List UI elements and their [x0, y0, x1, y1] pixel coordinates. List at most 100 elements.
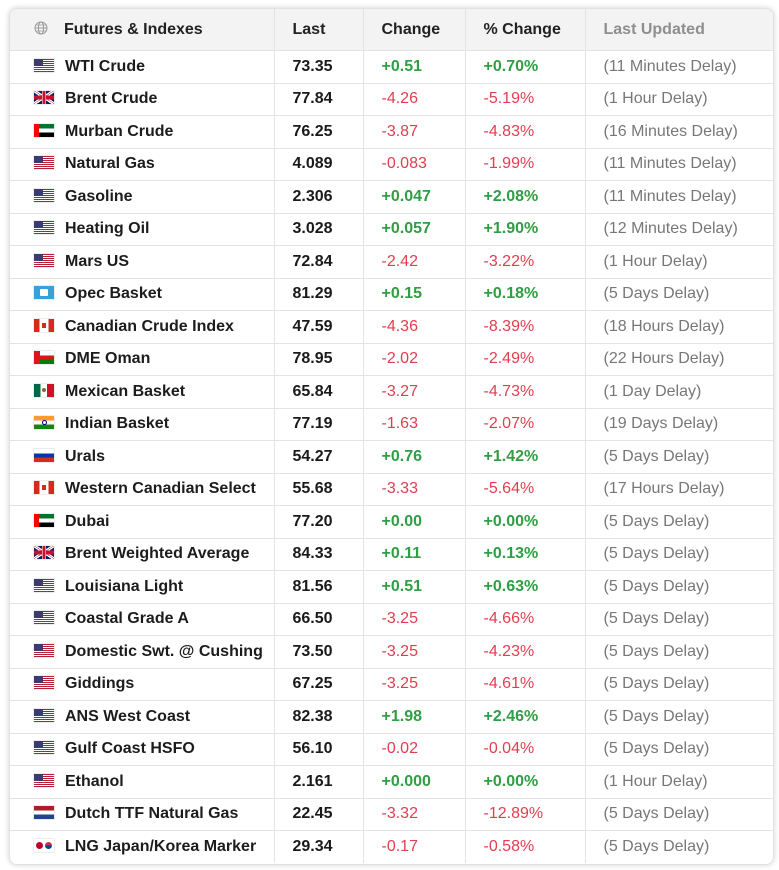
flag-us-icon — [34, 676, 54, 690]
instrument-name[interactable]: Mars US — [65, 252, 130, 270]
instrument-cell[interactable]: Heating Oil — [10, 212, 275, 246]
flag-nl-icon — [34, 806, 54, 820]
last-updated-value: (5 Days Delay) — [584, 570, 773, 604]
last-price: 77.20 — [273, 505, 364, 539]
instrument-name[interactable]: ANS West Coast — [65, 707, 191, 725]
header-last-updated[interactable]: Last Updated — [584, 9, 773, 51]
instrument-name[interactable]: Murban Crude — [65, 122, 174, 140]
change-value: +0.15 — [362, 277, 466, 311]
instrument-cell[interactable]: Giddings — [10, 667, 275, 701]
instrument-name[interactable]: Gasoline — [65, 187, 133, 205]
table-row: Gasoline 2.306 +0.047 +2.08% (11 Minutes Del… — [10, 180, 773, 214]
instrument-name[interactable]: WTI Crude — [65, 57, 145, 75]
last-price: 78.95 — [273, 342, 364, 376]
header-last[interactable]: Last — [273, 9, 364, 51]
last-price: 29.34 — [273, 830, 364, 863]
last-price: 72.84 — [273, 245, 364, 279]
instrument-cell[interactable]: Gasoline — [10, 180, 275, 214]
instrument-cell[interactable]: LNG Japan/Korea Marker — [10, 830, 275, 863]
instrument-name[interactable]: LNG Japan/Korea Marker — [65, 837, 257, 855]
last-price: 77.19 — [273, 407, 364, 441]
instrument-name[interactable]: Giddings — [65, 675, 135, 693]
instrument-name[interactable]: Natural Gas — [65, 155, 155, 173]
instrument-name[interactable]: Opec Basket — [65, 285, 162, 303]
pct-change-value: -1.99% — [464, 147, 586, 181]
change-value: -4.36 — [362, 310, 466, 344]
instrument-name[interactable]: Domestic Swt. @ Cushing — [65, 642, 263, 660]
last-updated-value: (5 Days Delay) — [584, 277, 773, 311]
instrument-cell[interactable]: Gulf Coast HSFO — [10, 732, 275, 766]
instrument-cell[interactable]: Opec Basket — [10, 277, 275, 311]
table-row: Indian Basket 77.19 -1.63 -2.07% (19 Days De… — [10, 407, 773, 441]
instrument-cell[interactable]: Coastal Grade A — [10, 602, 275, 636]
pct-change-value: +0.00% — [464, 505, 586, 539]
last-updated-value: (5 Days Delay) — [584, 830, 773, 863]
instrument-name[interactable]: Coastal Grade A — [65, 610, 189, 628]
table-row: LNG Japan/Korea Marker 29.34 -0.17 -0.58% (5… — [10, 830, 773, 863]
instrument-cell[interactable]: Mars US — [10, 245, 275, 279]
last-price: 82.38 — [273, 700, 364, 734]
instrument-cell[interactable]: Dutch TTF Natural Gas — [10, 797, 275, 831]
instrument-cell[interactable]: Brent Crude — [10, 82, 275, 116]
instrument-name[interactable]: Western Canadian Select — [65, 480, 256, 498]
instrument-cell[interactable]: Murban Crude — [10, 115, 275, 149]
flag-ae-icon — [34, 123, 54, 137]
flag-ae-icon — [34, 513, 54, 527]
instrument-cell[interactable]: Natural Gas — [10, 147, 275, 181]
table-row: Opec Basket 81.29 +0.15 +0.18% (5 Days Delay… — [10, 277, 773, 311]
instrument-name[interactable]: Louisiana Light — [65, 577, 184, 595]
instrument-cell[interactable]: Brent Weighted Average — [10, 537, 275, 571]
instrument-cell[interactable]: Indian Basket — [10, 407, 275, 441]
last-price: 77.84 — [273, 82, 364, 116]
instrument-cell[interactable]: Western Canadian Select — [10, 472, 275, 506]
instrument-name[interactable]: Indian Basket — [65, 415, 170, 433]
last-price: 84.33 — [273, 537, 364, 571]
last-updated-value: (22 Hours Delay) — [584, 342, 773, 376]
pct-change-value: -4.83% — [464, 115, 586, 149]
instrument-name[interactable]: Urals — [65, 447, 106, 465]
futures-indexes-table-card: Futures & Indexes Last Change % Change L… — [9, 8, 774, 865]
instrument-name[interactable]: DME Oman — [65, 350, 151, 368]
table-row: Dutch TTF Natural Gas 22.45 -3.32 -12.89% (5… — [10, 797, 773, 831]
instrument-cell[interactable]: Canadian Crude Index — [10, 310, 275, 344]
change-value: -3.87 — [362, 115, 466, 149]
instrument-cell[interactable]: Urals — [10, 440, 275, 474]
flag-mx-icon — [34, 383, 54, 397]
instrument-name[interactable]: Brent Crude — [65, 90, 158, 108]
table-row: Murban Crude 76.25 -3.87 -4.83% (16 Minutes … — [10, 115, 773, 149]
pct-change-value: +0.18% — [464, 277, 586, 311]
last-updated-value: (5 Days Delay) — [584, 537, 773, 571]
pct-change-value: -0.04% — [464, 732, 586, 766]
instrument-cell[interactable]: Dubai — [10, 505, 275, 539]
table-row: Mars US 72.84 -2.42 -3.22% (1 Hour Delay) — [10, 245, 773, 279]
pct-change-value: -4.73% — [464, 375, 586, 409]
instrument-name[interactable]: Canadian Crude Index — [65, 317, 234, 335]
table-row: Giddings 67.25 -3.25 -4.61% (5 Days Delay) — [10, 667, 773, 701]
instrument-cell[interactable]: Louisiana Light — [10, 570, 275, 604]
last-price: 56.10 — [273, 732, 364, 766]
instrument-cell[interactable]: Ethanol — [10, 765, 275, 799]
instrument-name[interactable]: Heating Oil — [65, 220, 150, 238]
pct-change-value: +2.46% — [464, 700, 586, 734]
instrument-name[interactable]: Dubai — [65, 512, 110, 530]
instrument-cell[interactable]: Mexican Basket — [10, 375, 275, 409]
change-value: -3.25 — [362, 667, 466, 701]
header-name[interactable]: Futures & Indexes — [10, 9, 275, 51]
instrument-cell[interactable]: ANS West Coast — [10, 700, 275, 734]
last-price: 54.27 — [273, 440, 364, 474]
last-price: 65.84 — [273, 375, 364, 409]
header-pct-change[interactable]: % Change — [464, 9, 586, 51]
instrument-name[interactable]: Dutch TTF Natural Gas — [65, 805, 239, 823]
instrument-name[interactable]: Brent Weighted Average — [65, 545, 250, 563]
instrument-cell[interactable]: Domestic Swt. @ Cushing — [10, 635, 275, 669]
instrument-name[interactable]: Ethanol — [65, 772, 124, 790]
flag-us-icon — [34, 578, 54, 592]
instrument-name[interactable]: Mexican Basket — [65, 382, 186, 400]
flag-om-icon — [34, 351, 54, 365]
instrument-cell[interactable]: WTI Crude — [10, 50, 275, 84]
instrument-name[interactable]: Gulf Coast HSFO — [65, 740, 195, 758]
instrument-cell[interactable]: DME Oman — [10, 342, 275, 376]
last-price: 81.56 — [273, 570, 364, 604]
pct-change-value: +0.63% — [464, 570, 586, 604]
header-change[interactable]: Change — [362, 9, 466, 51]
